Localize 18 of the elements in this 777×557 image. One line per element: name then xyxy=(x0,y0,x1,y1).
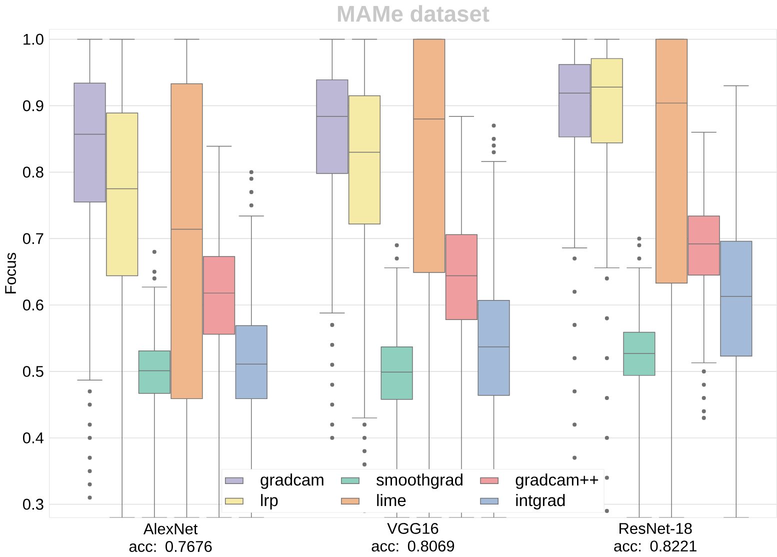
legend-label: smoothgrad xyxy=(376,473,462,489)
y-tick-label: 0.9 xyxy=(23,100,44,112)
legend-label: intgrad xyxy=(516,494,565,510)
legend-label: lrp xyxy=(261,494,278,510)
y-tick-label: 0.6 xyxy=(23,299,44,310)
y-tick-label: 0.5 xyxy=(23,366,44,377)
legend-label: gradcam xyxy=(260,473,324,489)
x-tick-label: VGG16 acc: 0.8069 xyxy=(372,522,454,552)
x-tick-label: ResNet-18 acc: 0.8221 xyxy=(614,522,696,552)
y-tick-label: 0.8 xyxy=(23,166,44,178)
x-tick-label: AlexNet acc: 0.7676 xyxy=(129,522,212,552)
y-tick-label: 0.7 xyxy=(23,233,44,244)
y-tick-label: 1.0 xyxy=(24,34,44,45)
legend-label: lime xyxy=(377,494,406,506)
y-tick-label: 0.4 xyxy=(23,432,44,444)
y-tick-label: 0.3 xyxy=(23,498,44,510)
legend-label: gradcam++ xyxy=(516,473,598,489)
y-axis-title: Focus xyxy=(5,252,16,294)
